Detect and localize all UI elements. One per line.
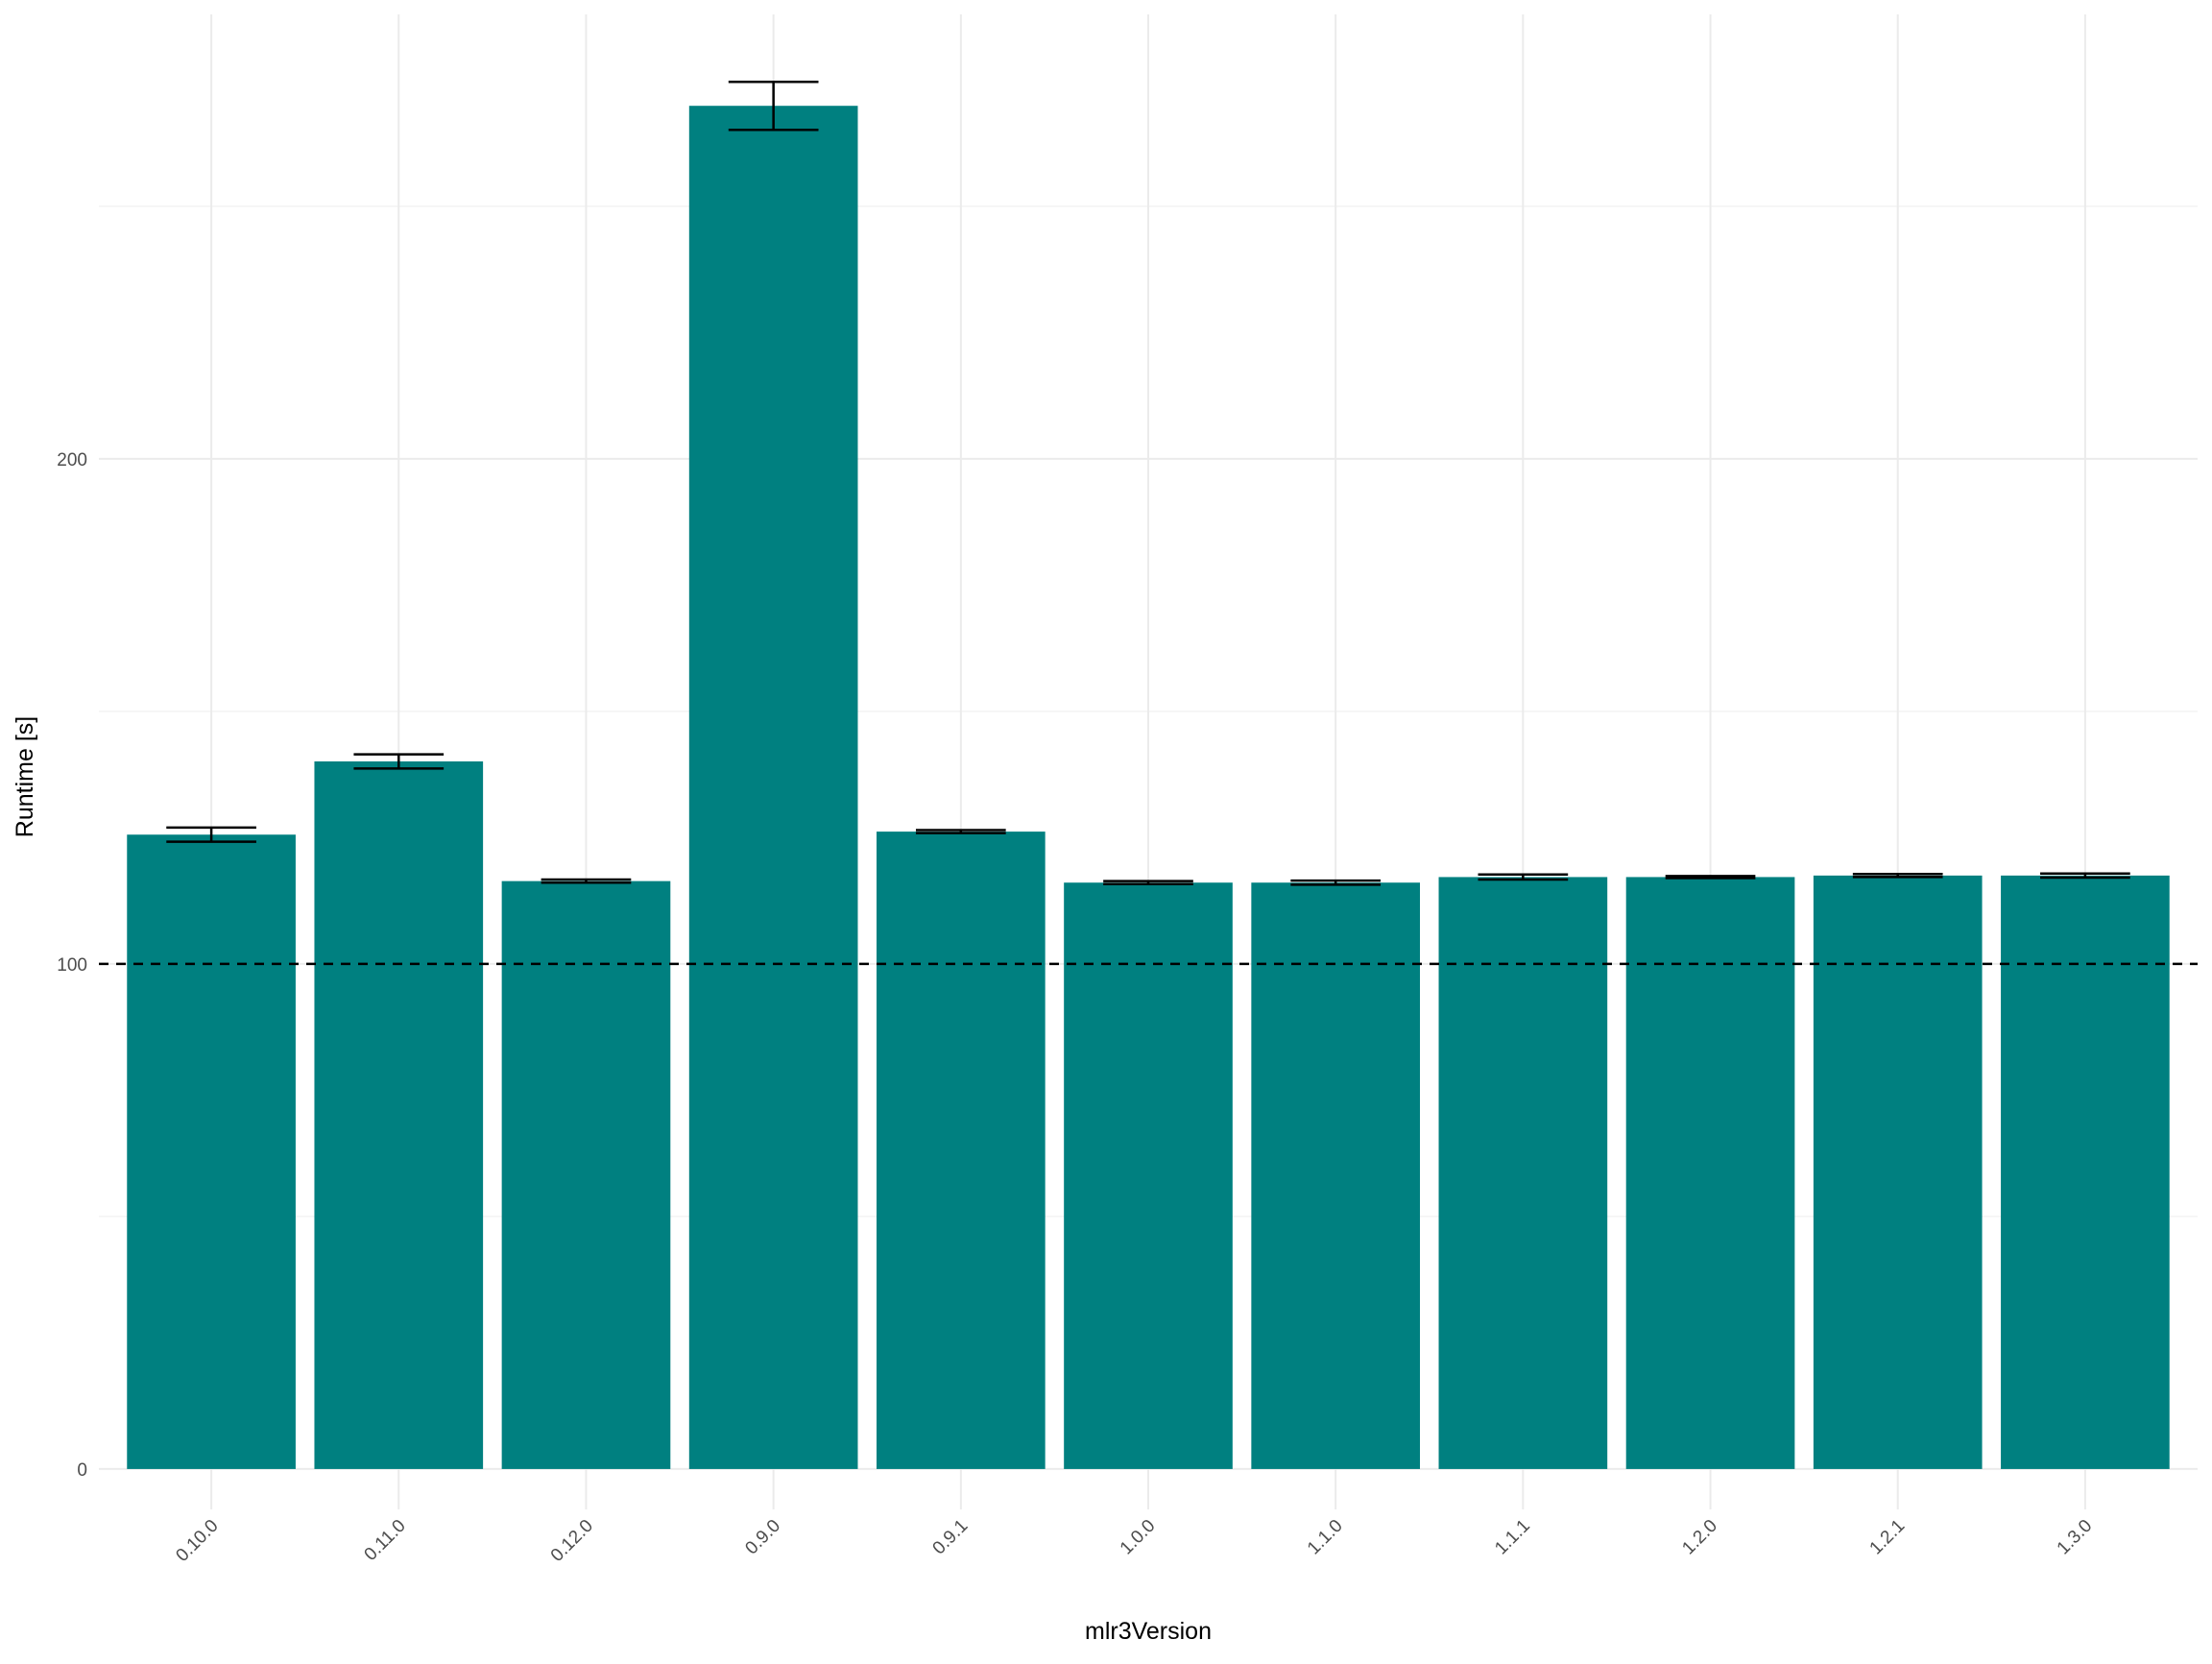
bar (876, 832, 1046, 1469)
y-axis-title: Runtime [s] (12, 716, 38, 837)
bar (1438, 877, 1608, 1469)
x-tick-label: 1.0.0 (1117, 1516, 1160, 1559)
x-tick-label: 1.1.1 (1491, 1516, 1534, 1559)
x-tick-label: 1.2.0 (1678, 1516, 1721, 1559)
error-bar (1852, 873, 1943, 879)
bar (127, 834, 296, 1469)
y-tick-label: 200 (57, 450, 87, 470)
x-tick-label: 0.9.1 (929, 1516, 973, 1559)
bar (1625, 877, 1795, 1469)
bar (1251, 882, 1421, 1469)
y-tick-label: 0 (77, 1460, 87, 1481)
x-tick-label: 1.2.1 (1866, 1516, 1910, 1559)
y-tick-label: 100 (57, 955, 87, 976)
error-bar (541, 878, 632, 884)
x-tick-label: 0.10.0 (172, 1516, 222, 1566)
bar (1064, 882, 1233, 1469)
error-bar (166, 826, 256, 843)
error-bar (728, 80, 819, 132)
x-tick-label: 0.12.0 (547, 1516, 597, 1566)
bar (688, 106, 858, 1469)
error-bar (1665, 875, 1756, 880)
error-bar (2040, 872, 2130, 880)
x-tick-label: 1.1.0 (1304, 1516, 1347, 1559)
error-bar (1478, 873, 1569, 881)
bar (314, 760, 484, 1469)
bar (1813, 875, 1983, 1469)
x-tick-label: 1.3.0 (2054, 1516, 2097, 1559)
error-bar (1290, 879, 1382, 886)
bar (2001, 875, 2170, 1469)
x-tick-label: 0.9.0 (741, 1516, 784, 1559)
error-bar (1103, 880, 1193, 886)
error-bar (915, 829, 1006, 834)
x-axis-title: mlr3Version (1085, 1618, 1212, 1645)
x-tick-label: 0.11.0 (361, 1516, 410, 1565)
error-bar (353, 753, 445, 770)
bar (501, 880, 671, 1469)
